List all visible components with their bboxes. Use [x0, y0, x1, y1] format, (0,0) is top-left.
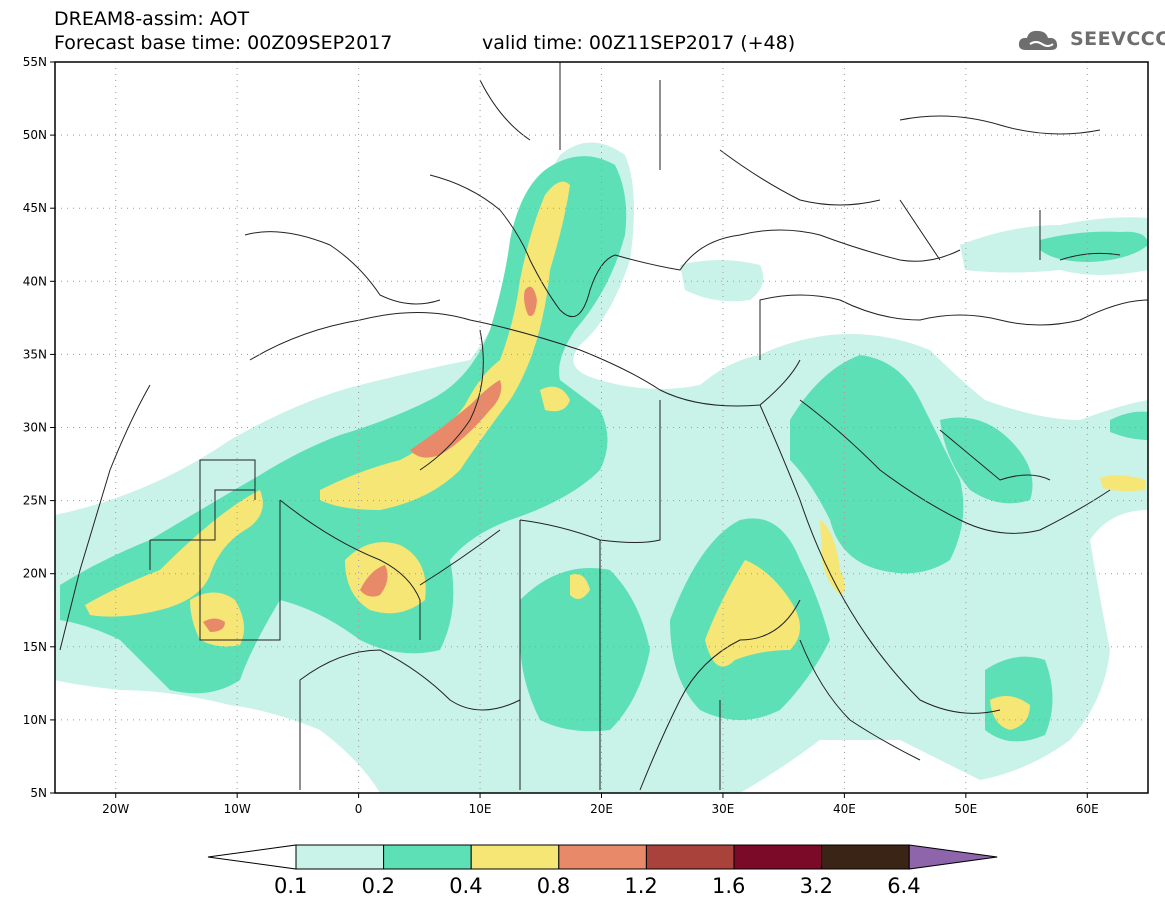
lat-label: 20N — [23, 567, 47, 581]
forecast-base-time: Forecast base time: 00Z09SEP2017 — [54, 32, 393, 54]
colorbar-label: 6.4 — [887, 874, 921, 898]
lat-label: 50N — [23, 128, 47, 142]
colorbar-label: 0.2 — [361, 874, 395, 898]
lat-label: 30N — [23, 421, 47, 435]
colorbar-label: 1.2 — [624, 874, 658, 898]
colorbar-label: 3.2 — [799, 874, 833, 898]
lon-label: 40E — [833, 802, 856, 816]
latitude-labels: 55N 50N 45N 40N 35N 30N 25N 20N 15N 10N 5N — [23, 55, 47, 800]
colorbar-cell — [295, 844, 385, 870]
lon-label: 10W — [224, 802, 251, 816]
colorbar-high-arrow — [908, 844, 998, 870]
map-title: DREAM8-assim: AOT — [54, 8, 250, 30]
lat-label: 5N — [30, 786, 47, 800]
colorbar-label: 0.1 — [274, 874, 308, 898]
colorbar — [207, 844, 998, 870]
colorbar-cell — [821, 844, 910, 870]
lon-label: 50E — [954, 802, 977, 816]
cloud-logo-icon — [1018, 30, 1058, 50]
colorbar-label: 0.4 — [449, 874, 483, 898]
lon-label: 20E — [590, 802, 613, 816]
longitude-labels: 20W 10W 0 10E 20E 30E 40E 50E 60E — [102, 802, 1099, 816]
lat-label: 55N — [23, 55, 47, 69]
colorbar-low-arrow — [207, 844, 297, 870]
valid-time: valid time: 00Z11SEP2017 (+48) — [482, 32, 796, 54]
colorbar-label: 1.6 — [712, 874, 746, 898]
colorbar-cell — [558, 844, 647, 870]
lat-label: 25N — [23, 494, 47, 508]
logo-text: SEEVCCC — [1070, 28, 1165, 50]
axis-ticks — [50, 61, 1088, 798]
colorbar-cell — [645, 844, 735, 870]
colorbar-cell — [733, 844, 823, 870]
lat-label: 15N — [23, 640, 47, 654]
lon-label: 30E — [712, 802, 735, 816]
lon-label: 10E — [469, 802, 492, 816]
lat-lon-grid — [55, 62, 1148, 793]
lon-label: 0 — [355, 802, 363, 816]
colorbar-cell — [470, 844, 560, 870]
lat-label: 45N — [23, 201, 47, 215]
coastlines-and-borders — [59, 62, 1148, 791]
lon-label: 60E — [1076, 802, 1099, 816]
lat-label: 10N — [23, 713, 47, 727]
lat-label: 40N — [23, 274, 47, 288]
colorbar-label: 0.8 — [536, 874, 571, 898]
lat-label: 35N — [23, 347, 47, 361]
colorbar-cell — [383, 844, 472, 870]
lon-label: 20W — [102, 802, 129, 816]
